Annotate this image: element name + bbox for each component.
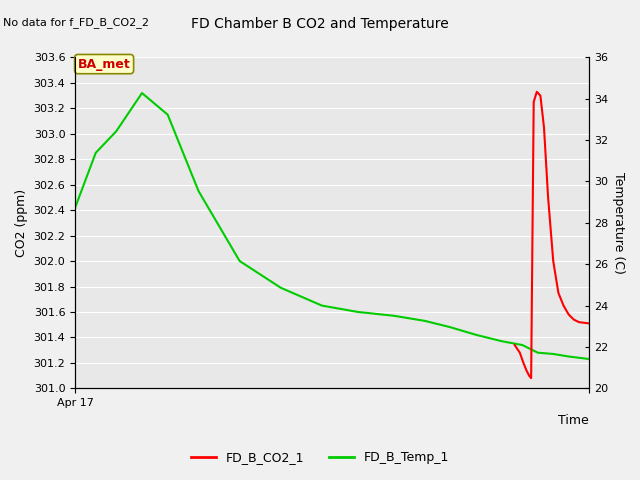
Y-axis label: Temperature (C): Temperature (C)	[612, 172, 625, 274]
Text: FD Chamber B CO2 and Temperature: FD Chamber B CO2 and Temperature	[191, 17, 449, 31]
X-axis label: Time: Time	[559, 414, 589, 427]
Text: No data for f_FD_B_CO2_2: No data for f_FD_B_CO2_2	[3, 17, 149, 28]
Text: BA_met: BA_met	[77, 58, 131, 71]
Y-axis label: CO2 (ppm): CO2 (ppm)	[15, 189, 28, 257]
Legend: FD_B_CO2_1, FD_B_Temp_1: FD_B_CO2_1, FD_B_Temp_1	[186, 446, 454, 469]
